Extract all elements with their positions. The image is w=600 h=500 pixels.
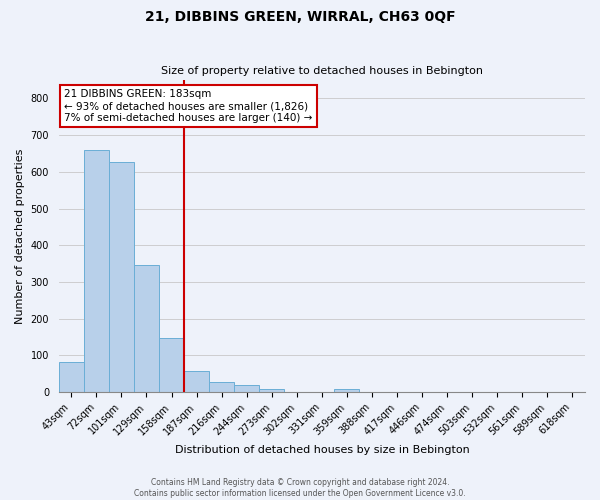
Text: Contains HM Land Registry data © Crown copyright and database right 2024.
Contai: Contains HM Land Registry data © Crown c…: [134, 478, 466, 498]
X-axis label: Distribution of detached houses by size in Bebington: Distribution of detached houses by size …: [175, 445, 469, 455]
Bar: [334, 388, 359, 392]
Bar: [159, 338, 184, 392]
Bar: [109, 162, 134, 392]
Bar: [184, 370, 209, 392]
Text: 21 DIBBINS GREEN: 183sqm
← 93% of detached houses are smaller (1,826)
7% of semi: 21 DIBBINS GREEN: 183sqm ← 93% of detach…: [64, 90, 313, 122]
Bar: [234, 386, 259, 392]
Bar: [59, 362, 84, 392]
Bar: [259, 389, 284, 392]
Text: 21, DIBBINS GREEN, WIRRAL, CH63 0QF: 21, DIBBINS GREEN, WIRRAL, CH63 0QF: [145, 10, 455, 24]
Y-axis label: Number of detached properties: Number of detached properties: [15, 148, 25, 324]
Title: Size of property relative to detached houses in Bebington: Size of property relative to detached ho…: [161, 66, 483, 76]
Bar: [134, 266, 159, 392]
Bar: [84, 150, 109, 392]
Bar: [209, 382, 234, 392]
